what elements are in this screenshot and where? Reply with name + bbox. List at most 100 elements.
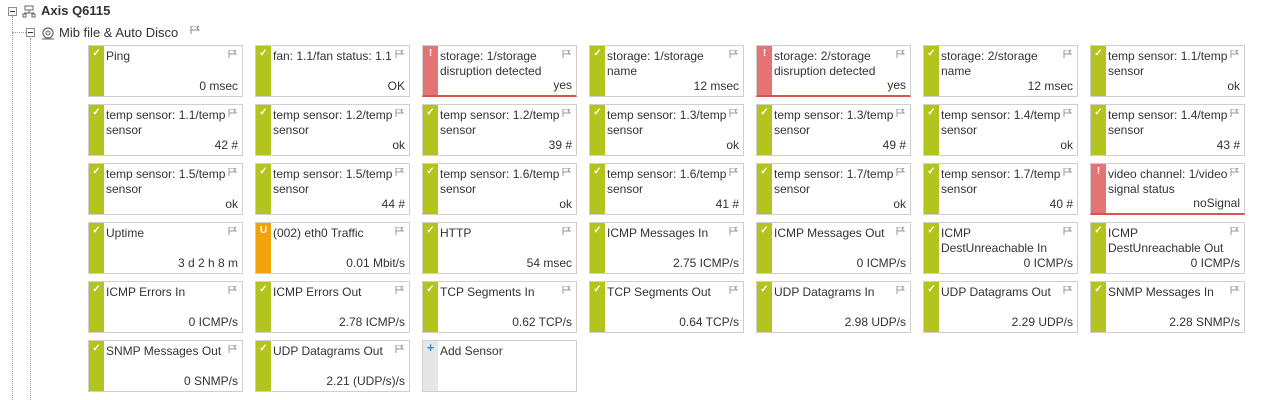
sensor-tile[interactable]: ! storage: 2/storage disruption detected y…: [756, 45, 911, 97]
sensor-tile[interactable]: ✓ ICMP DestUnreachable Out 0 ICMP/s: [1090, 222, 1245, 274]
sensor-tile[interactable]: ✓ temp sensor: 1.4/temp sensor ok: [923, 104, 1078, 156]
checkmark-icon: ✓: [92, 343, 101, 354]
flag-icon[interactable]: [896, 168, 905, 176]
flag-icon[interactable]: [395, 168, 404, 176]
status-bar: [89, 46, 104, 96]
flag-icon[interactable]: [729, 168, 738, 176]
status-bar: [423, 164, 438, 214]
flag-icon[interactable]: [896, 109, 905, 117]
flag-icon[interactable]: [1230, 227, 1239, 235]
sensor-tile[interactable]: ✓ storage: 1/storage name 12 msec: [589, 45, 744, 97]
flag-icon[interactable]: [896, 286, 905, 294]
flag-icon[interactable]: [395, 345, 404, 353]
flag-icon[interactable]: [1063, 168, 1072, 176]
flag-icon[interactable]: [1063, 109, 1072, 117]
flag-icon[interactable]: [896, 227, 905, 235]
sensor-tile[interactable]: ✓ temp sensor: 1.1/temp sensor ok: [1090, 45, 1245, 97]
sensor-tile[interactable]: ✓ HTTP 54 msec: [422, 222, 577, 274]
flag-icon[interactable]: [228, 345, 237, 353]
sensor-tile[interactable]: ✓ temp sensor: 1.1/temp sensor 42 #: [88, 104, 243, 156]
sensor-name: storage: 2/storage disruption detected: [774, 49, 876, 78]
flag-icon[interactable]: [228, 109, 237, 117]
sensor-name: SNMP Messages In: [1108, 285, 1214, 299]
flag-icon[interactable]: [395, 227, 404, 235]
checkmark-icon: ✓: [92, 225, 101, 236]
flag-icon[interactable]: [1063, 227, 1072, 235]
status-bar: [423, 223, 438, 273]
checkmark-icon: ✓: [1094, 284, 1103, 295]
flag-icon[interactable]: [562, 286, 571, 294]
flag-icon[interactable]: [1063, 286, 1072, 294]
flag-icon[interactable]: [729, 286, 738, 294]
flag-icon[interactable]: [896, 50, 905, 58]
sensor-tile[interactable]: ✓ SNMP Messages Out 0 SNMP/s: [88, 340, 243, 392]
sensor-tile[interactable]: ✓ temp sensor: 1.6/temp sensor ok: [422, 163, 577, 215]
checkmark-icon: ✓: [593, 284, 602, 295]
add-sensor-button[interactable]: + Add Sensor: [422, 340, 577, 392]
sensor-tile[interactable]: ✓ ICMP Messages In 2.75 ICMP/s: [589, 222, 744, 274]
sensor-tile[interactable]: ✓ temp sensor: 1.7/temp sensor 40 #: [923, 163, 1078, 215]
sensor-tile[interactable]: ✓ ICMP DestUnreachable In 0 ICMP/s: [923, 222, 1078, 274]
flag-icon[interactable]: [1230, 168, 1239, 176]
checkmark-icon: ✓: [927, 107, 936, 118]
sensor-tile[interactable]: ! storage: 1/storage disruption detected y…: [422, 45, 577, 97]
sensor-tile[interactable]: ✓ UDP Datagrams Out 2.29 UDP/s: [923, 281, 1078, 333]
sensor-tile[interactable]: ✓ temp sensor: 1.3/temp sensor 49 #: [756, 104, 911, 156]
sensor-tile[interactable]: ✓ ICMP Errors In 0 ICMP/s: [88, 281, 243, 333]
sensor-tile[interactable]: ✓ temp sensor: 1.2/temp sensor 39 #: [422, 104, 577, 156]
sensor-tile[interactable]: ✓ temp sensor: 1.7/temp sensor ok: [756, 163, 911, 215]
flag-icon[interactable]: [562, 168, 571, 176]
flag-icon[interactable]: [228, 286, 237, 294]
flag-icon[interactable]: [1230, 286, 1239, 294]
collapse-device-toggle[interactable]: [8, 7, 17, 16]
flag-icon[interactable]: [395, 286, 404, 294]
sensor-value: 0 ICMP/s: [188, 315, 238, 329]
group-name[interactable]: Mib file & Auto Disco: [59, 25, 178, 40]
sensor-tile[interactable]: ✓ temp sensor: 1.2/temp sensor ok: [255, 104, 410, 156]
flag-icon[interactable]: [1230, 50, 1239, 58]
sensor-value: ok: [559, 197, 572, 211]
flag-icon[interactable]: [1230, 109, 1239, 117]
flag-icon[interactable]: [395, 50, 404, 58]
sensor-value: 2.29 UDP/s: [1011, 315, 1073, 329]
device-name[interactable]: Axis Q6115: [41, 3, 111, 18]
sensor-tile[interactable]: ✓ storage: 2/storage name 12 msec: [923, 45, 1078, 97]
flag-icon[interactable]: [729, 227, 738, 235]
sensor-tile[interactable]: ✓ temp sensor: 1.3/temp sensor ok: [589, 104, 744, 156]
sensor-tile[interactable]: ✓ temp sensor: 1.6/temp sensor 41 #: [589, 163, 744, 215]
flag-icon[interactable]: [228, 50, 237, 58]
group-flag-icon[interactable]: [190, 26, 200, 34]
flag-icon[interactable]: [562, 50, 571, 58]
sensor-tile[interactable]: ✓ SNMP Messages In 2.28 SNMP/s: [1090, 281, 1245, 333]
sensor-tile[interactable]: ✓ ICMP Messages Out 0 ICMP/s: [756, 222, 911, 274]
sensor-tile[interactable]: ✓ Ping 0 msec: [88, 45, 243, 97]
device-icon: [22, 5, 36, 18]
status-bar: [924, 164, 939, 214]
flag-icon[interactable]: [729, 109, 738, 117]
flag-icon[interactable]: [228, 168, 237, 176]
sensor-tile[interactable]: ✓ ICMP Errors Out 2.78 ICMP/s: [255, 281, 410, 333]
flag-icon[interactable]: [395, 109, 404, 117]
sensor-tile[interactable]: ✓ TCP Segments Out 0.64 TCP/s: [589, 281, 744, 333]
sensor-tile[interactable]: ✓ fan: 1.1/fan status: 1.1 OK: [255, 45, 410, 97]
sensor-tile[interactable]: ✓ UDP Datagrams In 2.98 UDP/s: [756, 281, 911, 333]
sensor-tile[interactable]: ✓ temp sensor: 1.5/temp sensor ok: [88, 163, 243, 215]
sensor-name: Uptime: [106, 226, 145, 240]
sensor-name: temp sensor: 1.1/temp sensor: [106, 108, 226, 137]
sensor-tile[interactable]: ✓ temp sensor: 1.4/temp sensor 43 #: [1090, 104, 1245, 156]
sensor-tile[interactable]: ✓ TCP Segments In 0.62 TCP/s: [422, 281, 577, 333]
flag-icon[interactable]: [729, 50, 738, 58]
flag-icon[interactable]: [228, 227, 237, 235]
sensor-value: ok: [1227, 79, 1240, 93]
sensor-tile[interactable]: ✓ temp sensor: 1.5/temp sensor 44 #: [255, 163, 410, 215]
flag-icon[interactable]: [562, 109, 571, 117]
sensor-tile[interactable]: ✓ UDP Datagrams Out 2.21 (UDP/s)/s: [255, 340, 410, 392]
flag-icon[interactable]: [1063, 50, 1072, 58]
sensor-tile[interactable]: ✓ Uptime 3 d 2 h 8 m: [88, 222, 243, 274]
sensor-tile[interactable]: ! video channel: 1/video signal status noS…: [1090, 163, 1245, 215]
flag-icon[interactable]: [562, 227, 571, 235]
sensor-value: 40 #: [1049, 197, 1073, 211]
sensor-name: temp sensor: 1.5/temp sensor: [106, 167, 226, 196]
sensor-tile[interactable]: U (002) eth0 Traffic 0.01 Mbit/s: [255, 222, 410, 274]
collapse-group-toggle[interactable]: [26, 28, 35, 37]
